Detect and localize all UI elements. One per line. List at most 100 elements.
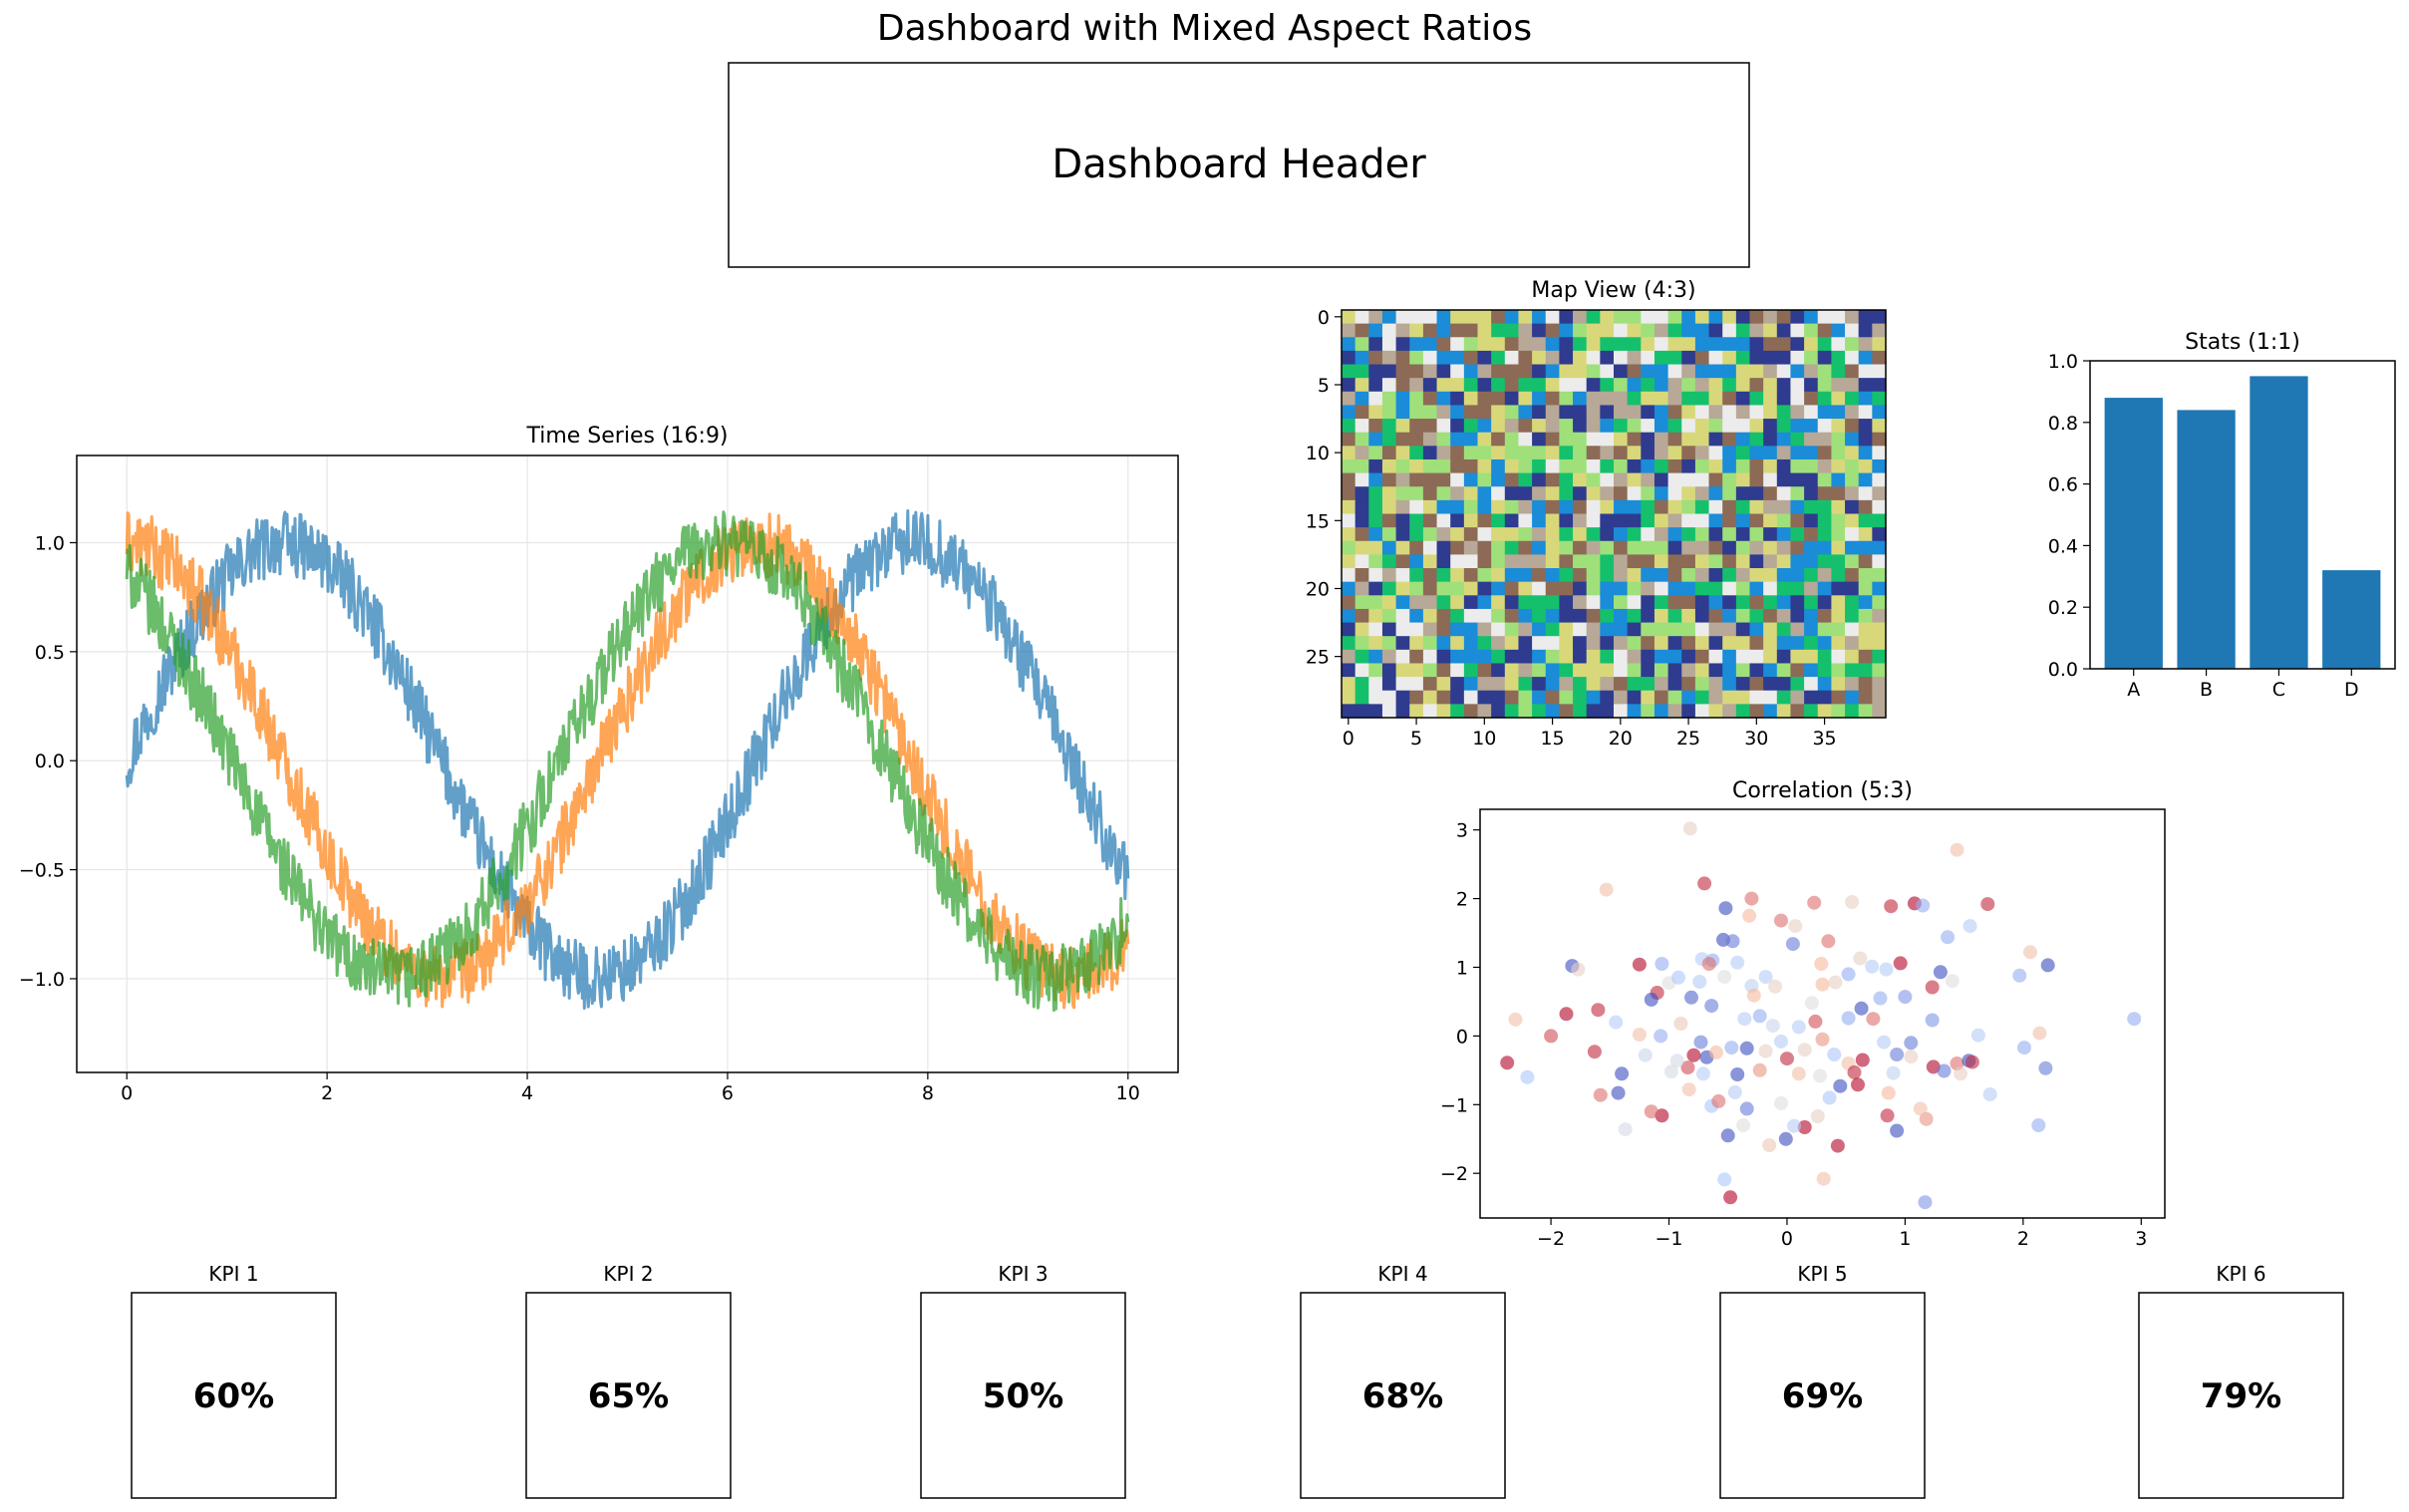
heatmap-cell (1776, 649, 1792, 665)
heatmap-cell (1654, 337, 1669, 352)
heatmap-cell (1573, 663, 1588, 678)
heatmap-cell (1463, 554, 1479, 569)
heatmap-cell (1355, 432, 1369, 447)
heatmap-cell (1477, 446, 1492, 460)
heatmap-cell (1667, 486, 1682, 501)
heatmap-cell (1463, 323, 1479, 338)
heatmap-cell (1763, 391, 1778, 407)
heatmap-cell (1491, 446, 1506, 460)
heatmap-cell (1545, 690, 1560, 705)
heatmap-cell (1763, 540, 1778, 555)
heatmap-cell (1518, 527, 1533, 542)
scatter-point (1544, 1029, 1559, 1044)
heatmap-cell (1763, 636, 1778, 651)
heatmap-cell (1573, 513, 1588, 528)
heatmap-cell (1422, 446, 1438, 460)
heatmap-cell (1708, 649, 1723, 665)
scatter-point (1833, 1078, 1848, 1093)
heatmap-cell (1586, 499, 1601, 515)
heatmap-cell (1817, 568, 1832, 583)
heatmap-cell (1532, 472, 1547, 487)
heatmap-cell (1573, 568, 1588, 583)
heatmap-cell (1654, 458, 1669, 474)
heatmap-cell (1708, 472, 1723, 487)
heatmap-cell (1532, 608, 1547, 624)
scatter-point (1808, 1014, 1823, 1029)
scatter-point (1821, 934, 1836, 949)
heatmap-cell (1559, 446, 1574, 460)
heatmap-cell (1681, 527, 1696, 542)
heatmap-cell (1436, 432, 1451, 447)
heatmap-cell (1504, 540, 1520, 555)
heatmap-cell (1694, 337, 1710, 352)
heatmap-cell (1504, 378, 1520, 393)
heatmap-cell (1477, 608, 1492, 624)
heatmap-cell (1735, 595, 1751, 610)
y-tick-label: 0.0 (2048, 659, 2078, 681)
heatmap-cell (1845, 499, 1860, 515)
heatmap-cell (1491, 568, 1506, 583)
heatmap-cell (1804, 636, 1819, 651)
heatmap-cell (1790, 378, 1805, 393)
heatmap-cell (1654, 663, 1669, 678)
heatmap-cell (1627, 486, 1642, 501)
heatmap-cell (1381, 554, 1397, 569)
heatmap-cell (1477, 364, 1492, 379)
heatmap-cell (1586, 636, 1601, 651)
heatmap-cell (1368, 636, 1383, 651)
heatmap-cell (1573, 405, 1588, 420)
heatmap-cell (1395, 391, 1410, 407)
heatmap-cell (1573, 486, 1588, 501)
heatmap-cell (1559, 337, 1574, 352)
heatmap-cell (1614, 540, 1629, 555)
heatmap-cell (1450, 622, 1465, 637)
heatmap-cell (1845, 568, 1860, 583)
heatmap-cell (1368, 310, 1383, 325)
heatmap-cell (1586, 350, 1601, 366)
scatter-point (1682, 821, 1697, 836)
heatmap-cell (1708, 595, 1723, 610)
heatmap-cell (1817, 704, 1832, 719)
heatmap-cell (1763, 663, 1778, 678)
heatmap-cell (1600, 568, 1615, 583)
heatmap-cell (1450, 595, 1465, 610)
heatmap-cell (1722, 486, 1737, 501)
scatter-point (2012, 968, 2027, 983)
heatmap-cell (1817, 663, 1832, 678)
scatter-point (1816, 1171, 1831, 1186)
heatmap-cell (1463, 540, 1479, 555)
heatmap-cell (1763, 608, 1778, 624)
heatmap-cell (1776, 663, 1792, 678)
kpi-box (131, 1292, 337, 1499)
heatmap-cell (1681, 472, 1696, 487)
heatmap-cell (1545, 595, 1560, 610)
heatmap-cell (1545, 568, 1560, 583)
heatmap-cell (1858, 458, 1873, 474)
heatmap-cell (1422, 364, 1438, 379)
heatmap-cell (1845, 391, 1860, 407)
heatmap-cell (1395, 622, 1410, 637)
heatmap-cell (1735, 472, 1751, 487)
heatmap-cell (1763, 704, 1778, 719)
scatter-point (1737, 1012, 1752, 1027)
heatmap-cell (1845, 636, 1860, 651)
time-series-chart: 0 2 4 6 8 10 −1.0 −0.5 0.0 0.5 1.0 Time Series (16:… (19, 424, 1179, 1104)
heatmap-cell (1518, 568, 1533, 583)
heatmap-cell (1409, 690, 1424, 705)
heatmap-cell (1722, 499, 1737, 515)
heatmap-cell (1776, 595, 1792, 610)
heatmap-cell (1722, 446, 1737, 460)
heatmap-cell (1504, 323, 1520, 338)
heatmap-cell (1858, 595, 1873, 610)
heatmap-cell (1477, 458, 1492, 474)
scatter-point (1673, 1017, 1688, 1031)
heatmap-cell (1381, 378, 1397, 393)
heatmap-cell (1831, 458, 1846, 474)
kpi-box (1719, 1292, 1926, 1499)
heatmap-cell (1504, 622, 1520, 637)
heatmap-cell (1804, 337, 1819, 352)
heatmap-cell (1368, 472, 1383, 487)
heatmap-cell (1845, 472, 1860, 487)
kpi-box (2138, 1292, 2344, 1499)
heatmap-cell (1790, 364, 1805, 379)
